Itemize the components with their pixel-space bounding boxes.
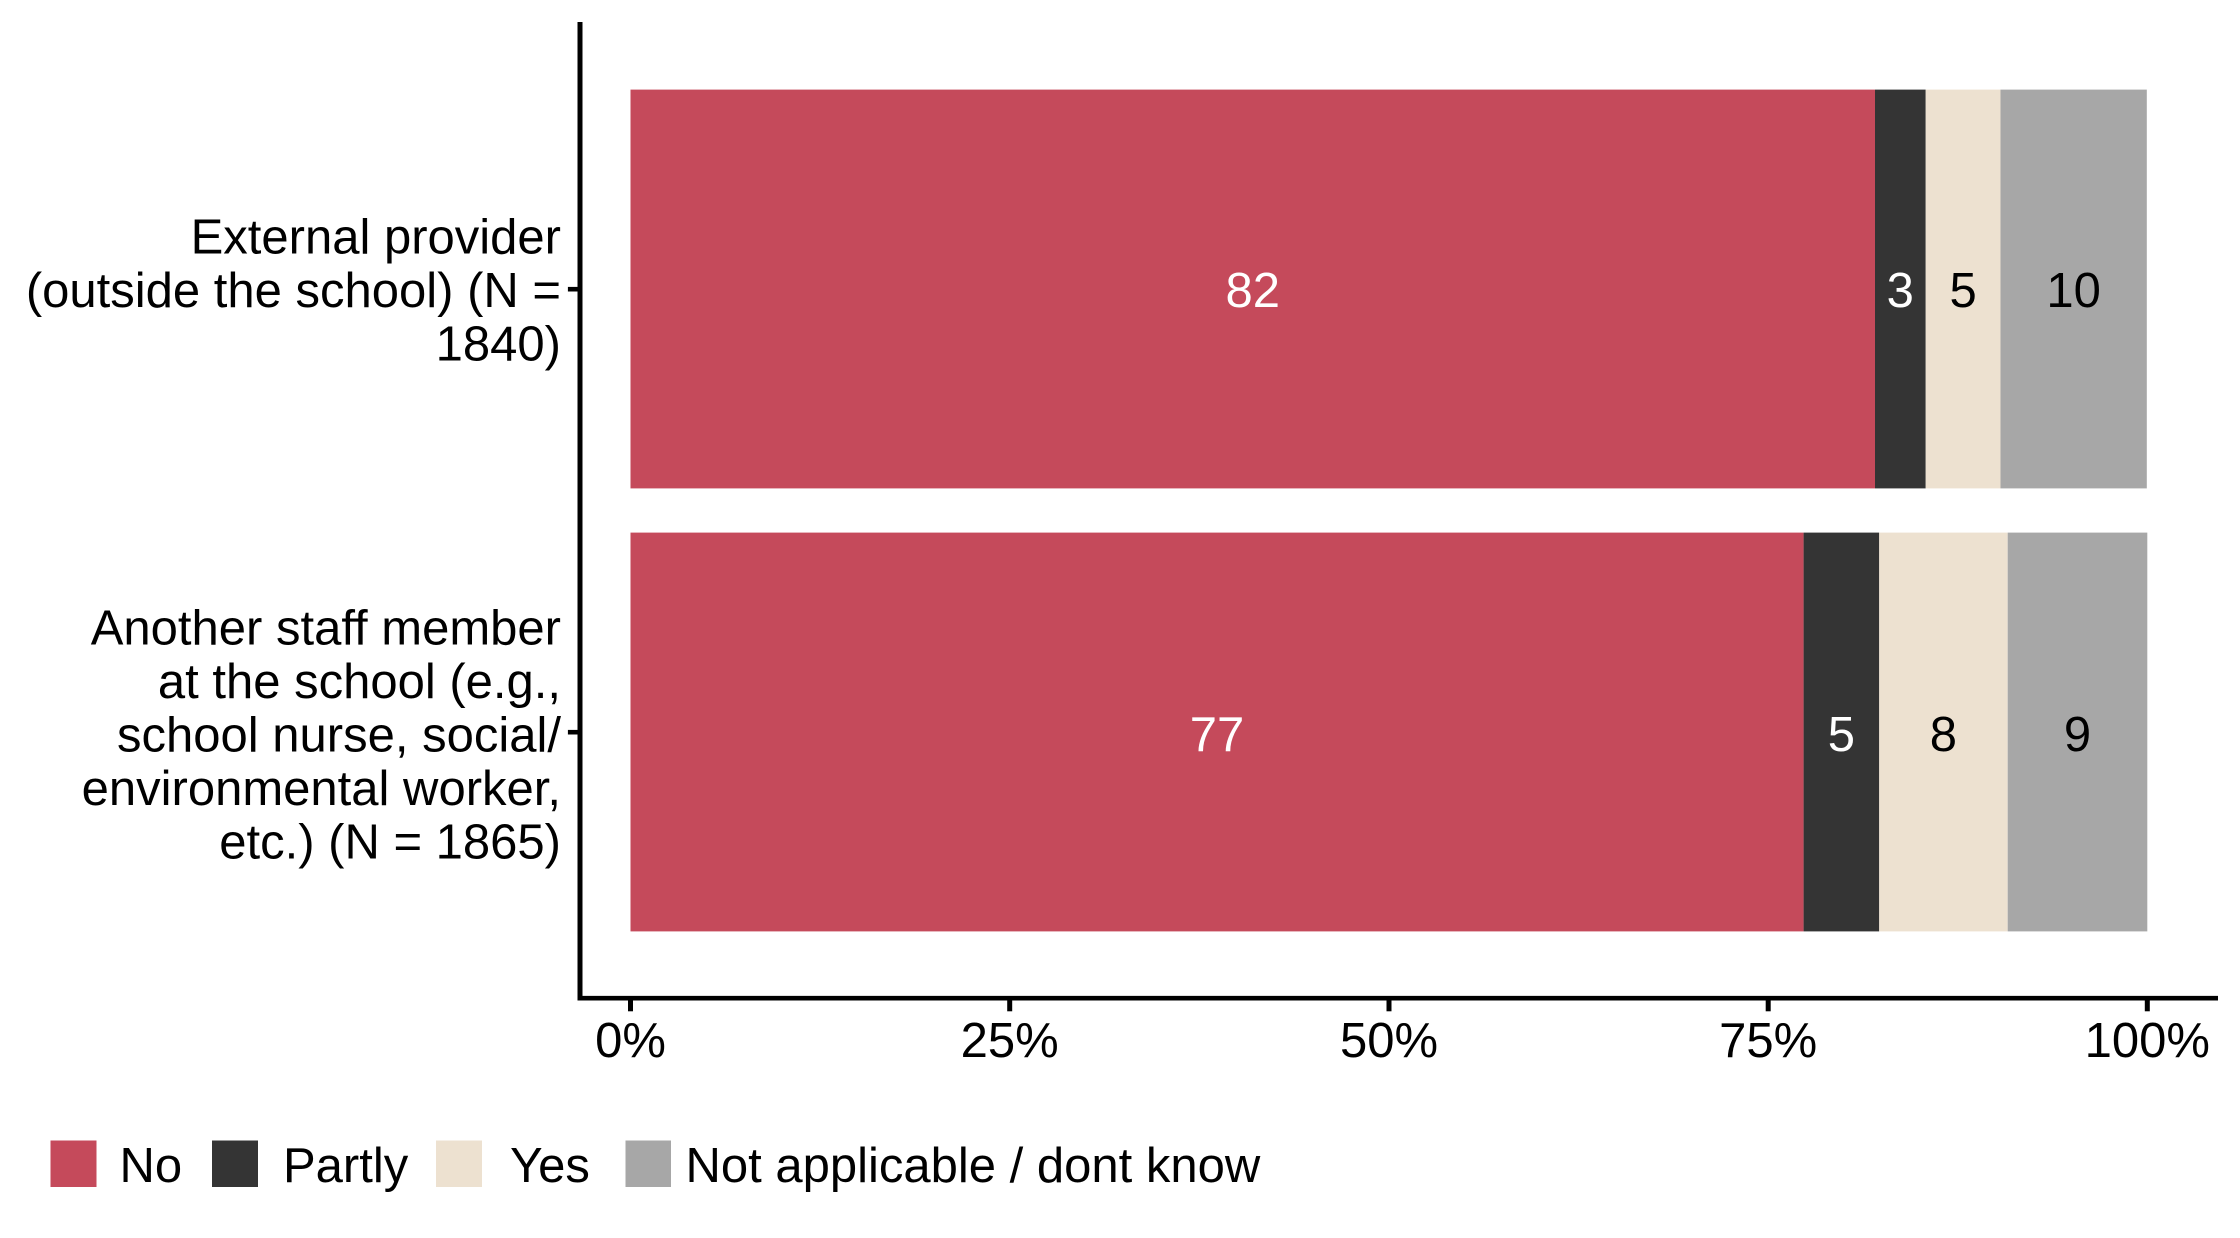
svg-text:25%: 25%	[961, 1014, 1059, 1068]
svg-text:82: 82	[1225, 264, 1280, 318]
svg-text:Another staff member: Another staff member	[91, 602, 561, 656]
svg-text:3: 3	[1887, 264, 1914, 318]
svg-text:75%: 75%	[1719, 1014, 1817, 1068]
svg-text:Not applicable / dont know: Not applicable / dont know	[686, 1139, 1261, 1193]
svg-text:100%: 100%	[2085, 1014, 2210, 1068]
svg-text:Yes: Yes	[510, 1139, 590, 1193]
svg-text:at the school (e.g.,: at the school (e.g.,	[158, 655, 561, 709]
svg-text:77: 77	[1190, 708, 1245, 762]
svg-text:8: 8	[1930, 708, 1957, 762]
svg-text:(outside the school) (N =: (outside the school) (N =	[26, 264, 561, 318]
svg-text:school nurse, social/: school nurse, social/	[117, 709, 561, 763]
svg-text:etc.) (N = 1865): etc.) (N = 1865)	[219, 816, 561, 870]
svg-text:10: 10	[2046, 264, 2101, 318]
svg-text:environmental worker,: environmental worker,	[82, 762, 561, 816]
svg-text:5: 5	[1828, 708, 1855, 762]
svg-text:1840): 1840)	[436, 318, 561, 372]
svg-text:0%: 0%	[595, 1014, 666, 1068]
svg-text:50%: 50%	[1340, 1014, 1438, 1068]
svg-text:Partly: Partly	[283, 1139, 409, 1193]
svg-text:5: 5	[1949, 264, 1976, 318]
svg-text:No: No	[120, 1139, 183, 1193]
svg-text:9: 9	[2064, 708, 2091, 762]
svg-text:External provider: External provider	[191, 211, 561, 265]
